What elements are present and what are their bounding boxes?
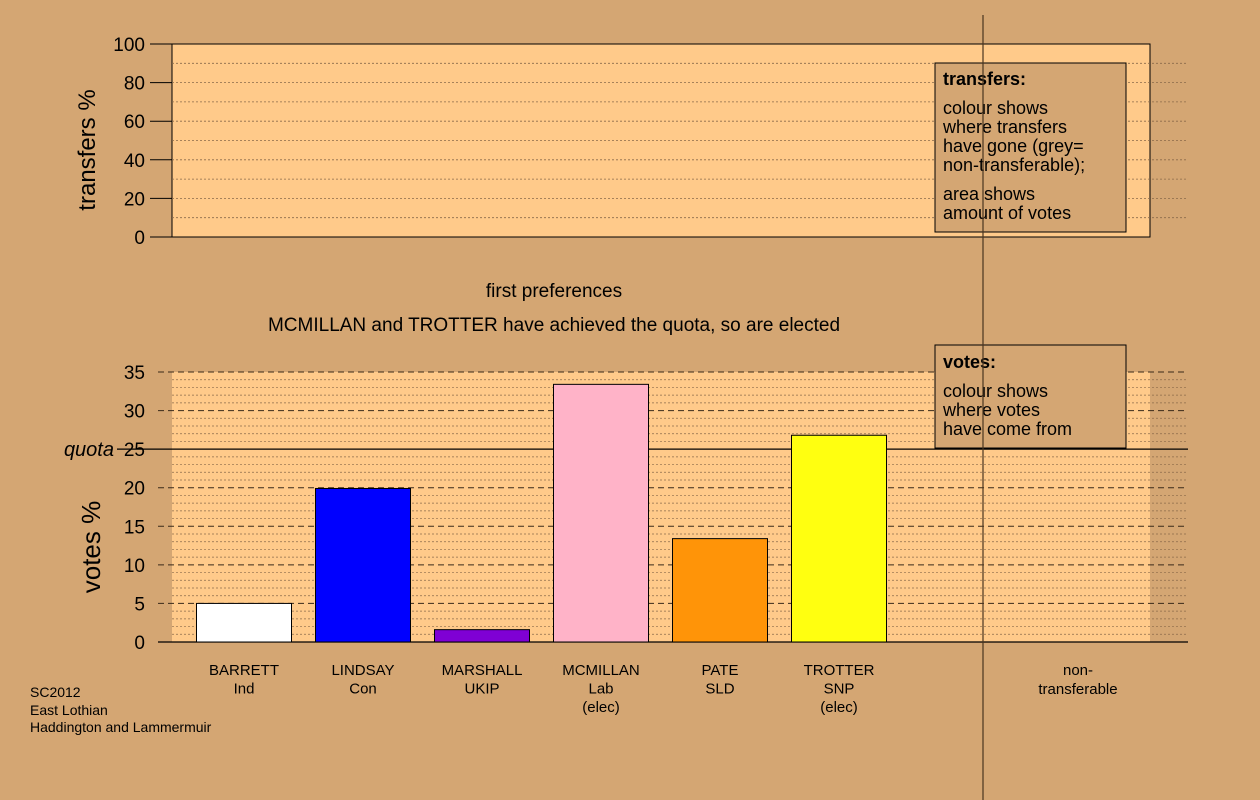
candidate-label-trotter: SNP: [824, 681, 855, 698]
candidate-label-barrett: BARRETT: [209, 662, 279, 679]
footer-line: Haddington and Lammermuir: [30, 719, 212, 735]
bar-pate: [672, 538, 768, 643]
votes-axis-ticks: 0 5 10 15 20 25 30 35: [124, 363, 145, 654]
votes-legend-title: votes:: [943, 352, 996, 372]
candidate-label-lindsay: Con: [349, 681, 377, 698]
votes-tick-label: 25: [124, 440, 145, 461]
candidate-label-pate: SLD: [705, 681, 734, 698]
candidate-label-marshall: UKIP: [464, 681, 499, 698]
votes-tick-label: 20: [124, 479, 145, 500]
votes-tick-label: 10: [124, 556, 145, 577]
transfers-tick-label: 100: [113, 35, 145, 56]
nontransferable-label-line: non-: [1063, 662, 1093, 679]
transfers-axis-ticks: 0 20 40 60 80 100: [113, 35, 172, 249]
transfers-legend-line: where transfers: [942, 117, 1067, 137]
transfers-legend-line: colour shows: [943, 98, 1048, 118]
transfers-tick-label: 60: [124, 112, 145, 133]
transfers-legend-line: area shows: [943, 184, 1035, 204]
candidate-label-trotter: TROTTER: [804, 662, 875, 679]
footer-line: SC2012: [30, 684, 81, 700]
candidate-label-mcmillan: Lab: [588, 681, 613, 698]
votes-tick-label: 5: [134, 594, 145, 615]
transfers-legend-title: transfers:: [943, 69, 1026, 89]
votes-tick-label: 30: [124, 402, 145, 423]
transfers-tick-label: 20: [124, 189, 145, 210]
stage-label: first preferences: [486, 281, 622, 302]
votes-legend-line: colour shows: [943, 381, 1048, 401]
votes-legend-line: where votes: [942, 400, 1040, 420]
candidate-label-mcmillan: MCMILLAN: [562, 662, 640, 679]
transfers-legend-box: [934, 62, 1127, 233]
votes-plot-shade: [1150, 372, 1187, 642]
votes-tick-label: 0: [134, 633, 145, 654]
quota-label: quota: [64, 439, 114, 461]
transfers-legend-line: non-transferable);: [943, 155, 1085, 175]
bar-marshall: [434, 629, 530, 643]
candidate-label-barrett: Ind: [234, 681, 255, 698]
votes-legend: votes: colour shows where votes have com…: [934, 344, 1127, 449]
nontransferable-label-line: transferable: [1038, 681, 1117, 698]
transfers-gridlines: [172, 62, 1188, 219]
candidate-label-marshall: MARSHALL: [442, 662, 523, 679]
bar-barrett: [196, 602, 292, 643]
candidate-label-lindsay: LINDSAY: [331, 662, 394, 679]
transfers-tick-label: 40: [124, 151, 145, 172]
votes-axis-label: votes %: [76, 501, 106, 594]
bar-mcmillan: [553, 383, 649, 643]
transfers-legend-line: amount of votes: [943, 203, 1071, 223]
votes-legend-line: have come from: [943, 419, 1072, 439]
bar-lindsay: [315, 487, 411, 643]
candidate-labels: BARRETT Ind LINDSAY Con MARSHALL UKIP MCMILLAN…: [209, 662, 875, 716]
footer-info: SC2012 East Lothian Haddington and Lamme…: [30, 684, 212, 735]
bar-trotter: [791, 434, 887, 643]
votes-tick-label: 15: [124, 517, 145, 538]
votes-panel: 0 5 10 15 20 25 30 35 BARRETT Ind LINDSAY Con MARSH…: [64, 344, 1188, 716]
nontransferable-label: non- transferable: [1038, 662, 1117, 698]
transfers-axis-label: transfers %: [74, 89, 101, 210]
candidate-label-pate: PATE: [702, 662, 739, 679]
votes-bars: [196, 383, 887, 643]
votes-legend-box: [934, 344, 1127, 449]
transfers-tick-label: 0: [134, 228, 145, 249]
votes-tick-label: 35: [124, 363, 145, 384]
footer-line: East Lothian: [30, 702, 108, 718]
transfers-tick-label: 80: [124, 74, 145, 95]
candidate-label-trotter: (elec): [820, 699, 858, 716]
candidate-label-mcmillan: (elec): [582, 699, 620, 716]
transfers-legend-line: have gone (grey=: [943, 136, 1084, 156]
transfers-legend: transfers: colour shows where transfers …: [934, 62, 1127, 233]
status-message: MCMILLAN and TROTTER have achieved the q…: [268, 315, 840, 336]
transfers-panel: 0 20 40 60 80 100 transfers % transfers: colo…: [74, 35, 1188, 249]
